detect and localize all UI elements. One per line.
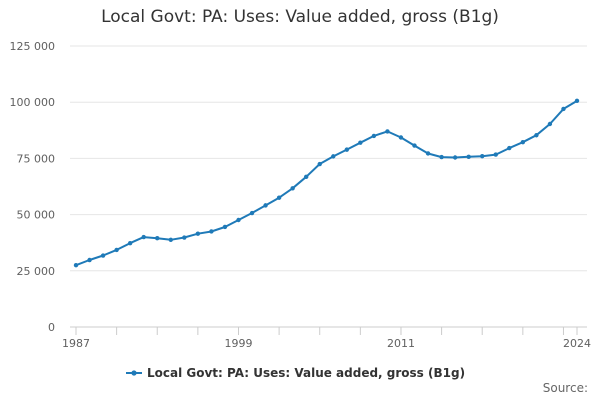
y-tick-label: 0 [48, 321, 55, 334]
y-tick-label: 50 000 [17, 209, 56, 222]
data-point [574, 98, 580, 104]
data-point [276, 195, 282, 200]
source-label: Source: [542, 381, 588, 395]
data-point [385, 129, 390, 134]
data-point [195, 231, 201, 236]
x-tick-label: 1987 [62, 337, 90, 350]
data-point [452, 155, 458, 160]
data-point [561, 106, 566, 112]
data-point [141, 234, 146, 240]
data-point [100, 253, 106, 258]
data-point [73, 262, 79, 268]
data-point [303, 174, 309, 180]
data-point [290, 186, 295, 191]
data-point [480, 153, 485, 159]
data-point [182, 235, 187, 240]
data-point [534, 133, 539, 138]
x-tick-label: 2011 [387, 337, 415, 350]
data-point [236, 217, 241, 223]
data-point [412, 143, 417, 148]
data-point [507, 145, 512, 151]
y-tick-label: 125 000 [10, 40, 56, 53]
data-point [425, 151, 431, 156]
data-point [493, 152, 498, 157]
chart-title: Local Govt: PA: Uses: Value added, gross… [101, 7, 499, 27]
data-point [398, 135, 404, 140]
data-point [263, 203, 268, 208]
series-line [75, 100, 578, 267]
legend-label: Local Govt: PA: Uses: Value added, gross… [147, 366, 465, 380]
data-point [331, 154, 336, 159]
data-point [209, 229, 214, 234]
data-point [344, 147, 350, 152]
data-point [168, 237, 173, 242]
data-point [371, 133, 377, 139]
legend-marker-icon [131, 370, 137, 376]
data-point [87, 257, 92, 263]
data-point [249, 210, 255, 216]
x-tick-label: 1999 [224, 337, 252, 350]
y-tick-label: 25 000 [17, 265, 56, 278]
data-point [317, 161, 322, 167]
y-tick-label: 75 000 [17, 152, 56, 165]
data-point [222, 224, 228, 230]
x-tick-label: 2024 [563, 337, 591, 350]
data-point [439, 154, 444, 160]
data-point [358, 140, 363, 145]
y-tick-label: 100 000 [10, 96, 56, 109]
data-point [547, 121, 553, 127]
data-point [114, 247, 119, 253]
data-point [155, 236, 160, 241]
data-point [127, 240, 133, 246]
data-point [520, 140, 526, 145]
data-point [466, 154, 471, 160]
